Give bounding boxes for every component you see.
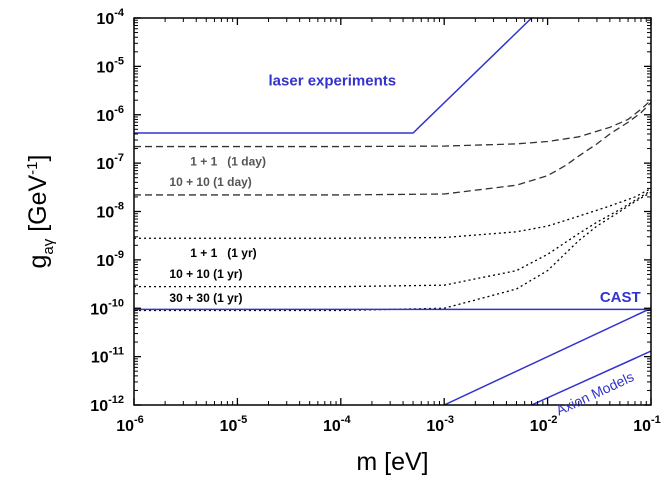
x-tick-label-5: 10-1 [633, 414, 661, 435]
ticks-layer: 10-6 10-5 10-4 10-3 10-2 10-1 10-12 10-11 10-10 1… [90, 7, 660, 435]
x-tick-label-2: 10-4 [323, 414, 351, 435]
series-layer [134, 18, 651, 405]
series-line-2 [134, 101, 651, 196]
x-tick-label-1: 10-5 [220, 414, 248, 435]
axion-band-line-0 [443, 307, 651, 405]
y-axis-title: gaγ [GeV-1] [24, 155, 57, 269]
y-tick-label-2: 10-10 [90, 297, 124, 318]
series-label-2: 10 + 10 (1 day) [169, 175, 251, 189]
series-label-5: 30 + 30 (1 yr) [169, 291, 242, 305]
series-label-1: 1 + 1 (1 day) [190, 154, 266, 168]
x-tick-label-3: 10-3 [426, 414, 454, 435]
series-labels: laser experiments 1 + 1 (1 day) 10 + 10 (1… [169, 73, 640, 419]
y-tick-label-3: 10-9 [96, 249, 124, 270]
series-label-3: 1 + 1 (1 yr) [190, 246, 256, 260]
y-tick-label-5: 10-7 [96, 152, 124, 173]
y-tick-label-4: 10-8 [96, 201, 124, 222]
series-line-1 [134, 99, 651, 148]
series-line-0 [134, 18, 533, 134]
axion-band-line-1 [531, 350, 651, 405]
y-tick-label-0: 10-12 [90, 394, 124, 415]
x-tick-label-0: 10-6 [116, 414, 144, 435]
series-line-3 [134, 187, 651, 239]
y-tick-label-6: 10-6 [96, 104, 124, 125]
y-tick-label-8: 10-4 [96, 7, 124, 28]
series-label-0: laser experiments [269, 73, 397, 90]
y-tick-label-1: 10-11 [91, 346, 124, 367]
series-label-4: 10 + 10 (1 yr) [169, 267, 242, 281]
x-axis-title: m [eV] [356, 448, 428, 476]
y-tick-label-7: 10-5 [96, 55, 124, 76]
x-tick-label-4: 10-2 [530, 414, 558, 435]
series-label-6: CAST [600, 289, 641, 306]
axis-titles: m [eV] gaγ [GeV-1] [24, 155, 429, 476]
